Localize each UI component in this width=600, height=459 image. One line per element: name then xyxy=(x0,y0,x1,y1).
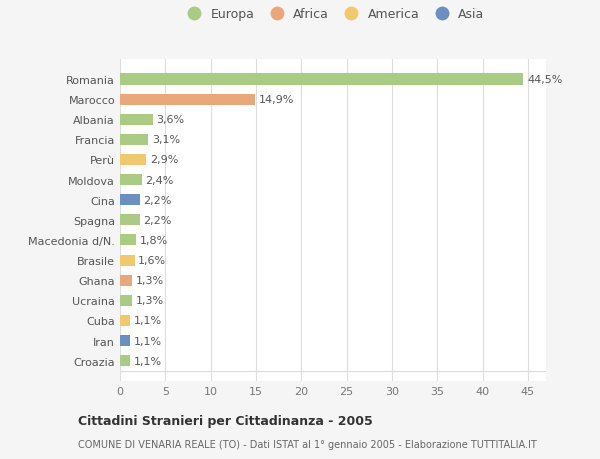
Text: 1,1%: 1,1% xyxy=(134,356,162,366)
Text: 1,3%: 1,3% xyxy=(136,275,164,285)
Bar xyxy=(120,74,523,85)
Text: 2,9%: 2,9% xyxy=(150,155,178,165)
Text: 2,2%: 2,2% xyxy=(143,195,172,205)
Bar xyxy=(120,335,130,346)
Text: 1,6%: 1,6% xyxy=(138,256,166,265)
Bar xyxy=(120,95,255,106)
Bar xyxy=(120,114,152,125)
Text: 14,9%: 14,9% xyxy=(259,95,294,105)
Bar xyxy=(120,195,140,206)
Text: 44,5%: 44,5% xyxy=(527,75,562,85)
Bar xyxy=(120,174,142,186)
Text: COMUNE DI VENARIA REALE (TO) - Dati ISTAT al 1° gennaio 2005 - Elaborazione TUTT: COMUNE DI VENARIA REALE (TO) - Dati ISTA… xyxy=(78,440,537,449)
Bar xyxy=(120,215,140,226)
Bar xyxy=(120,155,146,166)
Bar xyxy=(120,255,134,266)
Legend: Europa, Africa, America, Asia: Europa, Africa, America, Asia xyxy=(182,8,484,21)
Text: 3,6%: 3,6% xyxy=(156,115,184,125)
Text: 1,1%: 1,1% xyxy=(134,316,162,326)
Bar xyxy=(120,315,130,326)
Text: 2,2%: 2,2% xyxy=(143,215,172,225)
Text: 2,4%: 2,4% xyxy=(145,175,174,185)
Text: Cittadini Stranieri per Cittadinanza - 2005: Cittadini Stranieri per Cittadinanza - 2… xyxy=(78,414,373,428)
Text: 3,1%: 3,1% xyxy=(152,135,180,145)
Bar xyxy=(120,355,130,366)
Bar xyxy=(120,235,136,246)
Bar xyxy=(120,134,148,146)
Bar xyxy=(120,275,132,286)
Text: 1,8%: 1,8% xyxy=(140,235,168,246)
Text: 1,3%: 1,3% xyxy=(136,296,164,306)
Text: 1,1%: 1,1% xyxy=(134,336,162,346)
Bar xyxy=(120,295,132,306)
